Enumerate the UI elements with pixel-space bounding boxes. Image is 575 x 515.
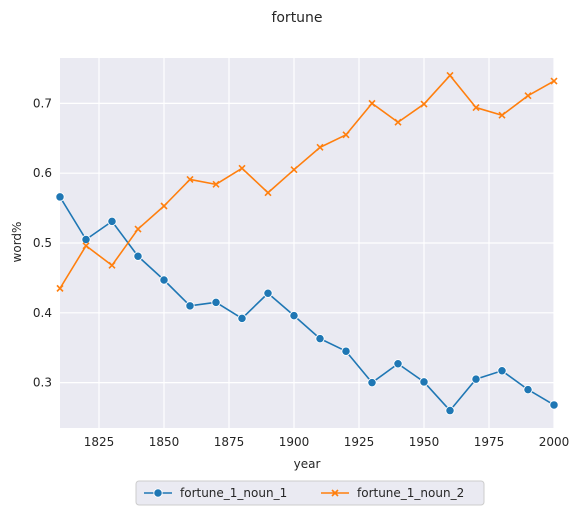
data-point-fortune_1_noun_2-1890 — [264, 189, 272, 197]
legend-marker — [331, 489, 339, 497]
x-tick-label: 1850 — [149, 435, 180, 449]
data-point-fortune_1_noun_2-1900 — [290, 166, 298, 174]
y-tick-label: 0.5 — [33, 236, 52, 250]
legend-marker — [153, 488, 163, 498]
data-point-fortune_1_noun_1-2000 — [549, 400, 559, 410]
chart-title: fortune — [271, 10, 322, 26]
data-point-fortune_1_noun_2-1950 — [420, 100, 428, 108]
series-fortune_1_noun_2 — [56, 71, 558, 292]
data-point-fortune_1_noun_1-1960 — [445, 405, 455, 416]
legend-box — [135, 480, 485, 506]
series-line-fortune_1_noun_2 — [59, 74, 555, 289]
data-point-fortune_1_noun_1-1970 — [471, 374, 481, 384]
data-point-fortune_1_noun_1-1820 — [81, 234, 91, 245]
data-point-fortune_1_noun_1-1980 — [497, 366, 507, 376]
data-point-fortune_1_noun_1-1840 — [133, 251, 143, 261]
series-line-fortune_1_noun_1 — [59, 196, 555, 412]
data-point-fortune_1_noun_2-1990 — [524, 92, 532, 100]
data-point-fortune_1_noun_2-1930 — [368, 99, 376, 107]
x-tick-label: 1950 — [409, 435, 440, 449]
data-point-fortune_1_noun_2-1960 — [446, 71, 454, 80]
data-point-fortune_1_noun_1-1860 — [185, 301, 195, 311]
data-point-fortune_1_noun_1-1940 — [393, 359, 403, 369]
x-tick-label: 1825 — [84, 435, 115, 449]
legend-entry-fortune_1_noun_2: fortune_1_noun_2 — [321, 486, 464, 500]
data-point-fortune_1_noun_1-1990 — [523, 384, 533, 395]
data-point-fortune_1_noun_2-2000 — [550, 77, 558, 85]
legend: fortune_1_noun_1 fortune_1_noun_2 — [135, 480, 485, 506]
x-tick-label: 1875 — [214, 435, 245, 449]
data-point-fortune_1_noun_1-1880 — [237, 313, 247, 324]
series-layer — [55, 71, 559, 416]
series-fortune_1_noun_1 — [55, 192, 559, 416]
data-point-fortune_1_noun_2-1940 — [394, 118, 402, 126]
data-point-fortune_1_noun_2-1860 — [186, 175, 194, 184]
x-tick-label: 2000 — [539, 435, 570, 449]
data-point-fortune_1_noun_1-1810 — [55, 192, 65, 202]
data-point-fortune_1_noun_1-1870 — [211, 297, 221, 307]
data-point-fortune_1_noun_2-1970 — [472, 104, 480, 112]
data-point-fortune_1_noun_2-1880 — [238, 164, 246, 172]
data-point-fortune_1_noun_2-1830 — [108, 261, 116, 269]
data-point-fortune_1_noun_2-1870 — [212, 180, 220, 188]
legend-label: fortune_1_noun_1 — [180, 486, 287, 500]
y-tick-label: 0.4 — [33, 306, 52, 320]
x-axis-ticks: 1825 1850 1875 1900 1925 1950 1975 2000 — [84, 435, 570, 449]
data-point-fortune_1_noun_1-1890 — [263, 288, 273, 298]
y-axis-label: word% — [10, 222, 24, 263]
data-point-fortune_1_noun_2-1980 — [498, 111, 506, 119]
x-tick-label: 1975 — [474, 435, 505, 449]
x-tick-label: 1900 — [279, 435, 310, 449]
data-point-fortune_1_noun_1-1910 — [315, 333, 325, 344]
y-tick-label: 0.6 — [33, 166, 52, 180]
data-point-fortune_1_noun_1-1900 — [289, 310, 299, 321]
data-point-fortune_1_noun_2-1810 — [56, 284, 64, 292]
data-point-fortune_1_noun_2-1920 — [342, 131, 350, 139]
data-point-fortune_1_noun_1-1850 — [159, 275, 169, 285]
x-tick-label: 1925 — [344, 435, 375, 449]
data-point-fortune_1_noun_2-1820 — [82, 242, 90, 250]
legend-label: fortune_1_noun_2 — [357, 486, 464, 500]
data-point-fortune_1_noun_1-1920 — [341, 346, 351, 356]
data-point-fortune_1_noun_2-1910 — [316, 143, 324, 151]
data-point-fortune_1_noun_2-1840 — [134, 225, 142, 233]
data-point-fortune_1_noun_2-1850 — [160, 202, 168, 210]
y-tick-label: 0.3 — [33, 376, 52, 390]
data-point-fortune_1_noun_1-1930 — [367, 377, 377, 388]
data-point-fortune_1_noun_1-1950 — [419, 377, 429, 387]
legend-entry-fortune_1_noun_1: fortune_1_noun_1 — [144, 486, 287, 500]
y-tick-label: 0.7 — [33, 96, 52, 110]
y-axis-ticks: 0.3 0.4 0.5 0.6 0.7 — [33, 96, 52, 389]
data-point-fortune_1_noun_1-1830 — [107, 216, 117, 227]
x-axis-label: year — [294, 457, 321, 471]
